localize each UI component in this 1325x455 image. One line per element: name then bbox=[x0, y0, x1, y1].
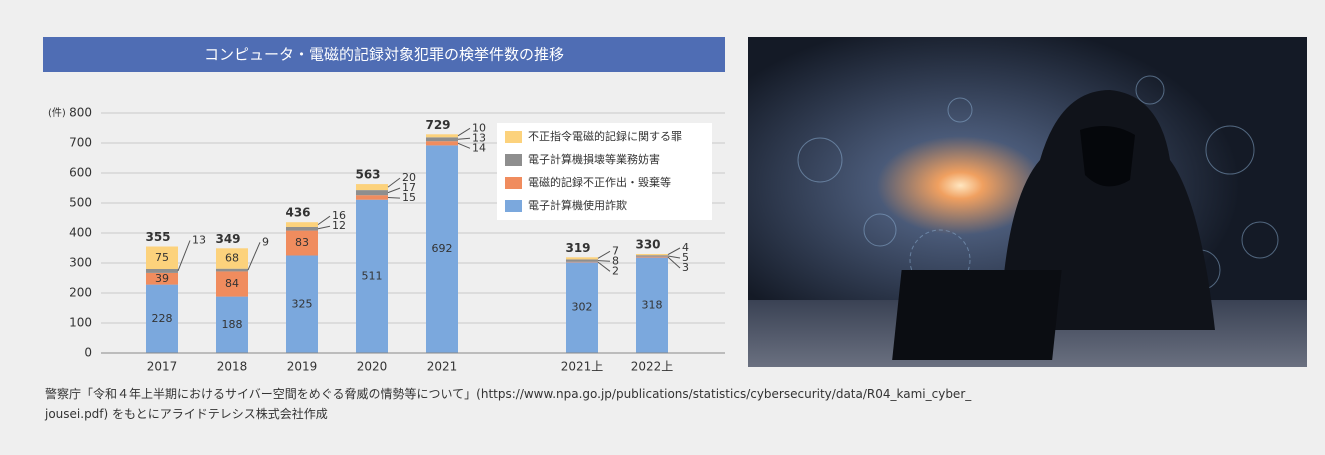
data-label: 188 bbox=[222, 318, 243, 331]
x-tick-label: 2017 bbox=[147, 360, 178, 374]
bar-segment bbox=[566, 257, 598, 259]
data-label: 511 bbox=[362, 269, 383, 282]
y-tick-label: 800 bbox=[69, 106, 92, 120]
page: コンピュータ・電磁的記録対象犯罪の検挙件数の推移 0 100 200 300 400 50… bbox=[0, 0, 1325, 455]
legend-swatch bbox=[505, 200, 522, 212]
caption-line: jousei.pdf) をもとにアライドテレシス株式会社作成 bbox=[45, 404, 1315, 424]
bar-segment bbox=[566, 259, 598, 261]
total-label: 349 bbox=[215, 232, 240, 246]
y-tick-label: 700 bbox=[69, 136, 92, 150]
total-label: 319 bbox=[565, 241, 590, 255]
data-label: 83 bbox=[295, 236, 309, 249]
bar-segment bbox=[426, 134, 458, 137]
total-label: 355 bbox=[145, 230, 170, 244]
y-unit: (件) bbox=[48, 107, 66, 119]
bar-segment bbox=[216, 269, 248, 272]
bar-segment bbox=[356, 190, 388, 195]
data-label: 2 bbox=[612, 264, 619, 277]
y-tick-label: 600 bbox=[69, 166, 92, 180]
legend-swatch bbox=[505, 131, 522, 143]
bar-segment bbox=[636, 255, 668, 257]
data-label: 39 bbox=[155, 272, 169, 285]
data-label: 84 bbox=[225, 277, 239, 290]
data-label: 68 bbox=[225, 252, 239, 265]
chart-title: コンピュータ・電磁的記録対象犯罪の検挙件数の推移 bbox=[204, 46, 564, 64]
y-tick-label: 300 bbox=[69, 256, 92, 270]
leader-line bbox=[388, 178, 400, 187]
total-label: 436 bbox=[285, 206, 310, 220]
legend-label: 電子計算機損壊等業務妨害 bbox=[528, 152, 660, 166]
total-label: 330 bbox=[635, 238, 660, 252]
data-label: 302 bbox=[572, 301, 593, 314]
bar-segment bbox=[426, 141, 458, 145]
legend-label: 電磁的記録不正作出・毀棄等 bbox=[528, 175, 671, 189]
leader-line bbox=[178, 241, 190, 271]
y-tick-label: 500 bbox=[69, 196, 92, 210]
legend-label: 不正指令電磁的記録に関する罪 bbox=[528, 129, 682, 143]
bar-segment bbox=[286, 227, 318, 231]
leader-line bbox=[318, 226, 330, 229]
x-tick-label: 2020 bbox=[357, 360, 388, 374]
leader-line bbox=[318, 216, 330, 224]
x-tick-label: 2021 bbox=[427, 360, 458, 374]
data-label: 318 bbox=[642, 298, 663, 311]
bar-segment bbox=[636, 257, 668, 258]
x-tick-label: 2022上 bbox=[631, 360, 674, 374]
bar-segment bbox=[356, 184, 388, 190]
photo bbox=[748, 37, 1307, 367]
bar-segment bbox=[426, 137, 458, 141]
chart: コンピュータ・電磁的記録対象犯罪の検挙件数の推移 0 100 200 300 400 50… bbox=[0, 0, 1325, 380]
leader-line bbox=[388, 197, 400, 198]
data-label: 14 bbox=[472, 141, 486, 154]
caption: 警察庁「令和４年上半期におけるサイバー空間をめぐる脅威の情勢等について」(htt… bbox=[45, 384, 1315, 424]
y-tick-label: 0 bbox=[84, 346, 92, 360]
total-label: 729 bbox=[425, 118, 450, 132]
data-label: 13 bbox=[192, 234, 206, 247]
total-label: 563 bbox=[355, 168, 380, 182]
x-tick-label: 2018 bbox=[217, 360, 248, 374]
legend-label: 電子計算機使用詐欺 bbox=[528, 198, 627, 212]
data-label: 3 bbox=[682, 261, 689, 274]
leader-line bbox=[598, 261, 610, 262]
leader-line bbox=[458, 128, 470, 136]
bar-segment bbox=[356, 195, 388, 200]
legend-swatch bbox=[505, 154, 522, 166]
y-tick-label: 100 bbox=[69, 316, 92, 330]
leader-line bbox=[598, 251, 610, 258]
x-tick-label: 2021上 bbox=[561, 360, 604, 374]
bar-segment bbox=[146, 269, 178, 273]
leader-line bbox=[668, 256, 680, 258]
bar-segment bbox=[286, 222, 318, 227]
x-tick-label: 2019 bbox=[287, 360, 318, 374]
leader-line bbox=[668, 248, 680, 255]
data-label: 692 bbox=[432, 242, 453, 255]
bar-segment bbox=[566, 262, 598, 263]
leader-line bbox=[458, 143, 470, 148]
bar-segment bbox=[636, 254, 668, 255]
data-label: 325 bbox=[292, 297, 313, 310]
data-label: 228 bbox=[152, 312, 173, 325]
leader-line bbox=[458, 138, 470, 139]
leader-line bbox=[388, 188, 400, 193]
data-label: 12 bbox=[332, 219, 346, 232]
legend-swatch bbox=[505, 177, 522, 189]
data-label: 9 bbox=[262, 235, 269, 248]
y-tick-label: 200 bbox=[69, 286, 92, 300]
data-label: 75 bbox=[155, 251, 169, 264]
caption-line: 警察庁「令和４年上半期におけるサイバー空間をめぐる脅威の情勢等について」(htt… bbox=[45, 384, 1315, 404]
leader-line bbox=[248, 242, 260, 270]
y-tick-label: 400 bbox=[69, 226, 92, 240]
data-label: 15 bbox=[402, 191, 416, 204]
